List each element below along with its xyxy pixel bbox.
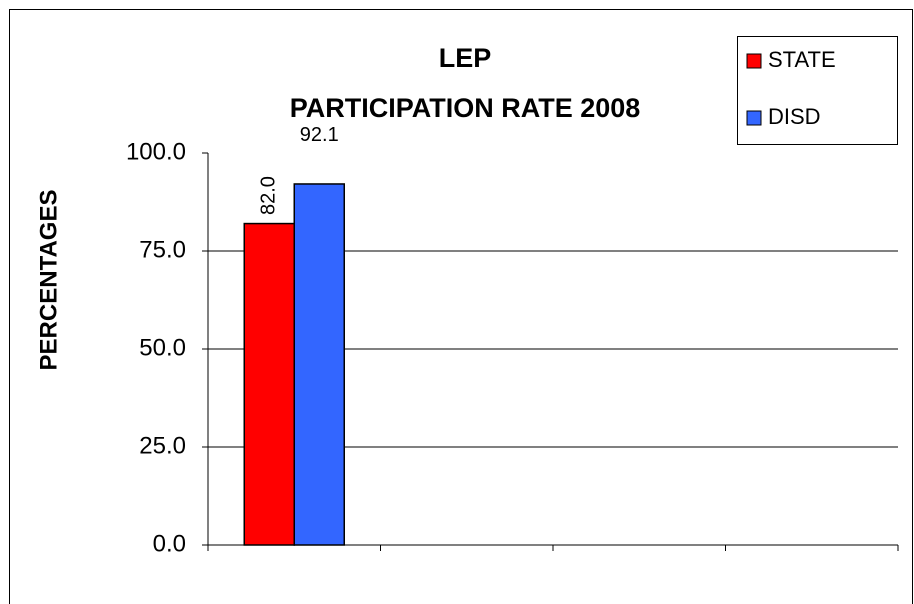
y-axis-label: PERCENTAGES: [35, 190, 62, 371]
chart-title: PARTICIPATION RATE 2008: [290, 93, 641, 123]
value-label: 82.0: [258, 176, 280, 215]
legend: [737, 36, 898, 145]
y-tick-label: 100.0: [126, 138, 186, 165]
chart-border: [9, 9, 913, 604]
bar: [293, 183, 345, 546]
legend-swatch: [746, 110, 762, 126]
bar: [243, 222, 295, 546]
value-label: 92.1: [300, 124, 339, 146]
y-tick-label: 0.0: [153, 530, 186, 557]
legend-swatch: [746, 53, 762, 69]
y-tick-label: 75.0: [139, 236, 186, 263]
chart-title: LEP: [439, 43, 492, 73]
y-tick-label: 50.0: [139, 334, 186, 361]
y-tick-label: 25.0: [139, 432, 186, 459]
legend-label: DISD: [768, 104, 821, 129]
legend-label: STATE: [768, 47, 836, 72]
